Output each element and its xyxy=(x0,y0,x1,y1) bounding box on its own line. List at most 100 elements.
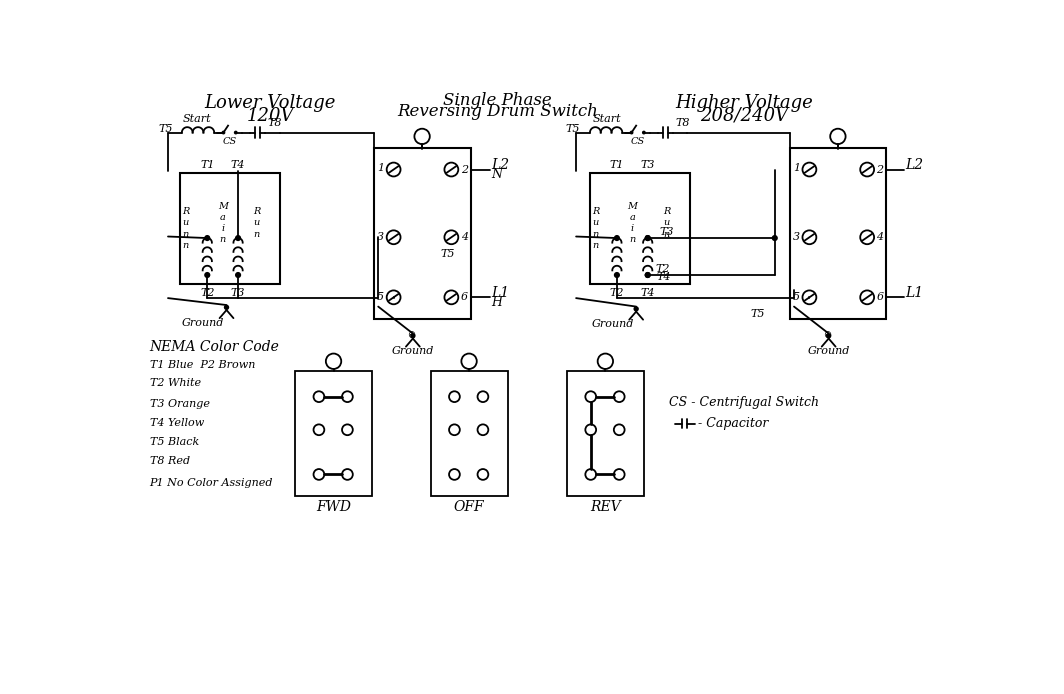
Circle shape xyxy=(386,162,400,176)
Text: u: u xyxy=(183,219,189,228)
Circle shape xyxy=(645,272,651,278)
Text: 6: 6 xyxy=(461,292,468,303)
Text: 5: 5 xyxy=(378,292,384,303)
Text: NEMA Color Code: NEMA Color Code xyxy=(150,339,280,354)
Text: T3 Orange: T3 Orange xyxy=(150,398,210,409)
Text: Ground: Ground xyxy=(808,346,850,356)
Circle shape xyxy=(802,230,816,244)
Circle shape xyxy=(614,425,625,435)
Text: 2: 2 xyxy=(877,164,883,174)
Text: 208/240V: 208/240V xyxy=(700,107,788,125)
Circle shape xyxy=(445,290,459,304)
Text: T2: T2 xyxy=(610,289,625,298)
Text: T1: T1 xyxy=(200,160,215,170)
Text: CS - Centrifugal Switch: CS - Centrifugal Switch xyxy=(669,396,819,409)
Text: T3: T3 xyxy=(660,227,675,237)
Text: T1: T1 xyxy=(610,160,625,170)
Circle shape xyxy=(314,469,325,480)
Circle shape xyxy=(449,425,460,435)
Circle shape xyxy=(326,353,342,369)
Circle shape xyxy=(614,235,620,241)
Text: T2 White: T2 White xyxy=(150,378,201,388)
Text: REV: REV xyxy=(591,500,620,514)
Text: Ground: Ground xyxy=(592,319,634,329)
Text: 6: 6 xyxy=(877,292,883,303)
Text: T3: T3 xyxy=(231,289,246,298)
Text: Ground: Ground xyxy=(392,346,434,356)
Circle shape xyxy=(234,130,237,135)
Circle shape xyxy=(223,305,229,310)
Circle shape xyxy=(633,306,638,312)
Circle shape xyxy=(771,235,778,241)
Text: CS: CS xyxy=(631,137,645,146)
Text: CS: CS xyxy=(222,137,236,146)
Circle shape xyxy=(478,469,488,480)
Circle shape xyxy=(221,130,226,135)
Circle shape xyxy=(449,469,460,480)
Circle shape xyxy=(585,391,596,402)
Text: - Capacitor: - Capacitor xyxy=(698,417,768,430)
Circle shape xyxy=(630,130,633,135)
Bar xyxy=(791,148,886,319)
Circle shape xyxy=(585,469,596,480)
Text: L2: L2 xyxy=(492,158,510,172)
Text: H: H xyxy=(492,296,502,310)
Circle shape xyxy=(802,290,816,304)
Text: 3: 3 xyxy=(793,232,800,242)
Circle shape xyxy=(642,130,646,135)
Text: n: n xyxy=(663,230,669,239)
Text: N: N xyxy=(492,169,502,181)
Bar xyxy=(589,173,691,285)
Circle shape xyxy=(204,272,211,278)
Circle shape xyxy=(645,235,651,241)
Text: a: a xyxy=(220,213,226,222)
Text: R: R xyxy=(663,208,670,216)
Text: ⊕: ⊕ xyxy=(824,330,831,340)
Text: ⊕: ⊕ xyxy=(408,330,415,340)
Text: u: u xyxy=(593,219,599,228)
Circle shape xyxy=(802,162,816,176)
Text: i: i xyxy=(631,224,634,233)
Circle shape xyxy=(645,272,651,278)
Text: u: u xyxy=(663,219,669,228)
Text: M: M xyxy=(218,201,228,210)
Text: Start: Start xyxy=(183,114,212,124)
Bar xyxy=(295,371,372,496)
Text: Lower Voltage: Lower Voltage xyxy=(204,94,336,112)
Circle shape xyxy=(314,391,325,402)
Text: FWD: FWD xyxy=(316,500,351,514)
Text: R: R xyxy=(183,208,190,216)
Circle shape xyxy=(860,162,875,176)
Circle shape xyxy=(445,230,459,244)
Circle shape xyxy=(478,391,488,402)
Text: T5: T5 xyxy=(750,310,765,319)
Circle shape xyxy=(860,290,875,304)
Circle shape xyxy=(410,333,416,339)
Text: i: i xyxy=(221,224,225,233)
Text: n: n xyxy=(593,241,599,250)
Circle shape xyxy=(414,128,430,144)
Circle shape xyxy=(445,162,459,176)
Text: 5: 5 xyxy=(793,292,800,303)
Text: n: n xyxy=(183,241,189,250)
Circle shape xyxy=(614,469,625,480)
Text: T1 Blue  P2 Brown: T1 Blue P2 Brown xyxy=(150,360,255,370)
Text: T4 Yellow: T4 Yellow xyxy=(150,418,204,428)
Bar xyxy=(375,148,470,319)
Circle shape xyxy=(386,230,400,244)
Bar xyxy=(180,173,281,285)
Circle shape xyxy=(449,391,460,402)
Text: n: n xyxy=(593,230,599,239)
Text: L1: L1 xyxy=(492,286,510,300)
Circle shape xyxy=(342,391,353,402)
Text: T2: T2 xyxy=(655,264,670,274)
Text: Single Phase: Single Phase xyxy=(444,92,552,109)
Text: a: a xyxy=(630,213,635,222)
Circle shape xyxy=(386,290,400,304)
Text: n: n xyxy=(183,230,189,239)
Circle shape xyxy=(204,235,211,241)
Text: T8: T8 xyxy=(676,118,689,128)
Text: T8: T8 xyxy=(268,118,282,128)
Circle shape xyxy=(645,235,651,241)
Circle shape xyxy=(342,425,353,435)
